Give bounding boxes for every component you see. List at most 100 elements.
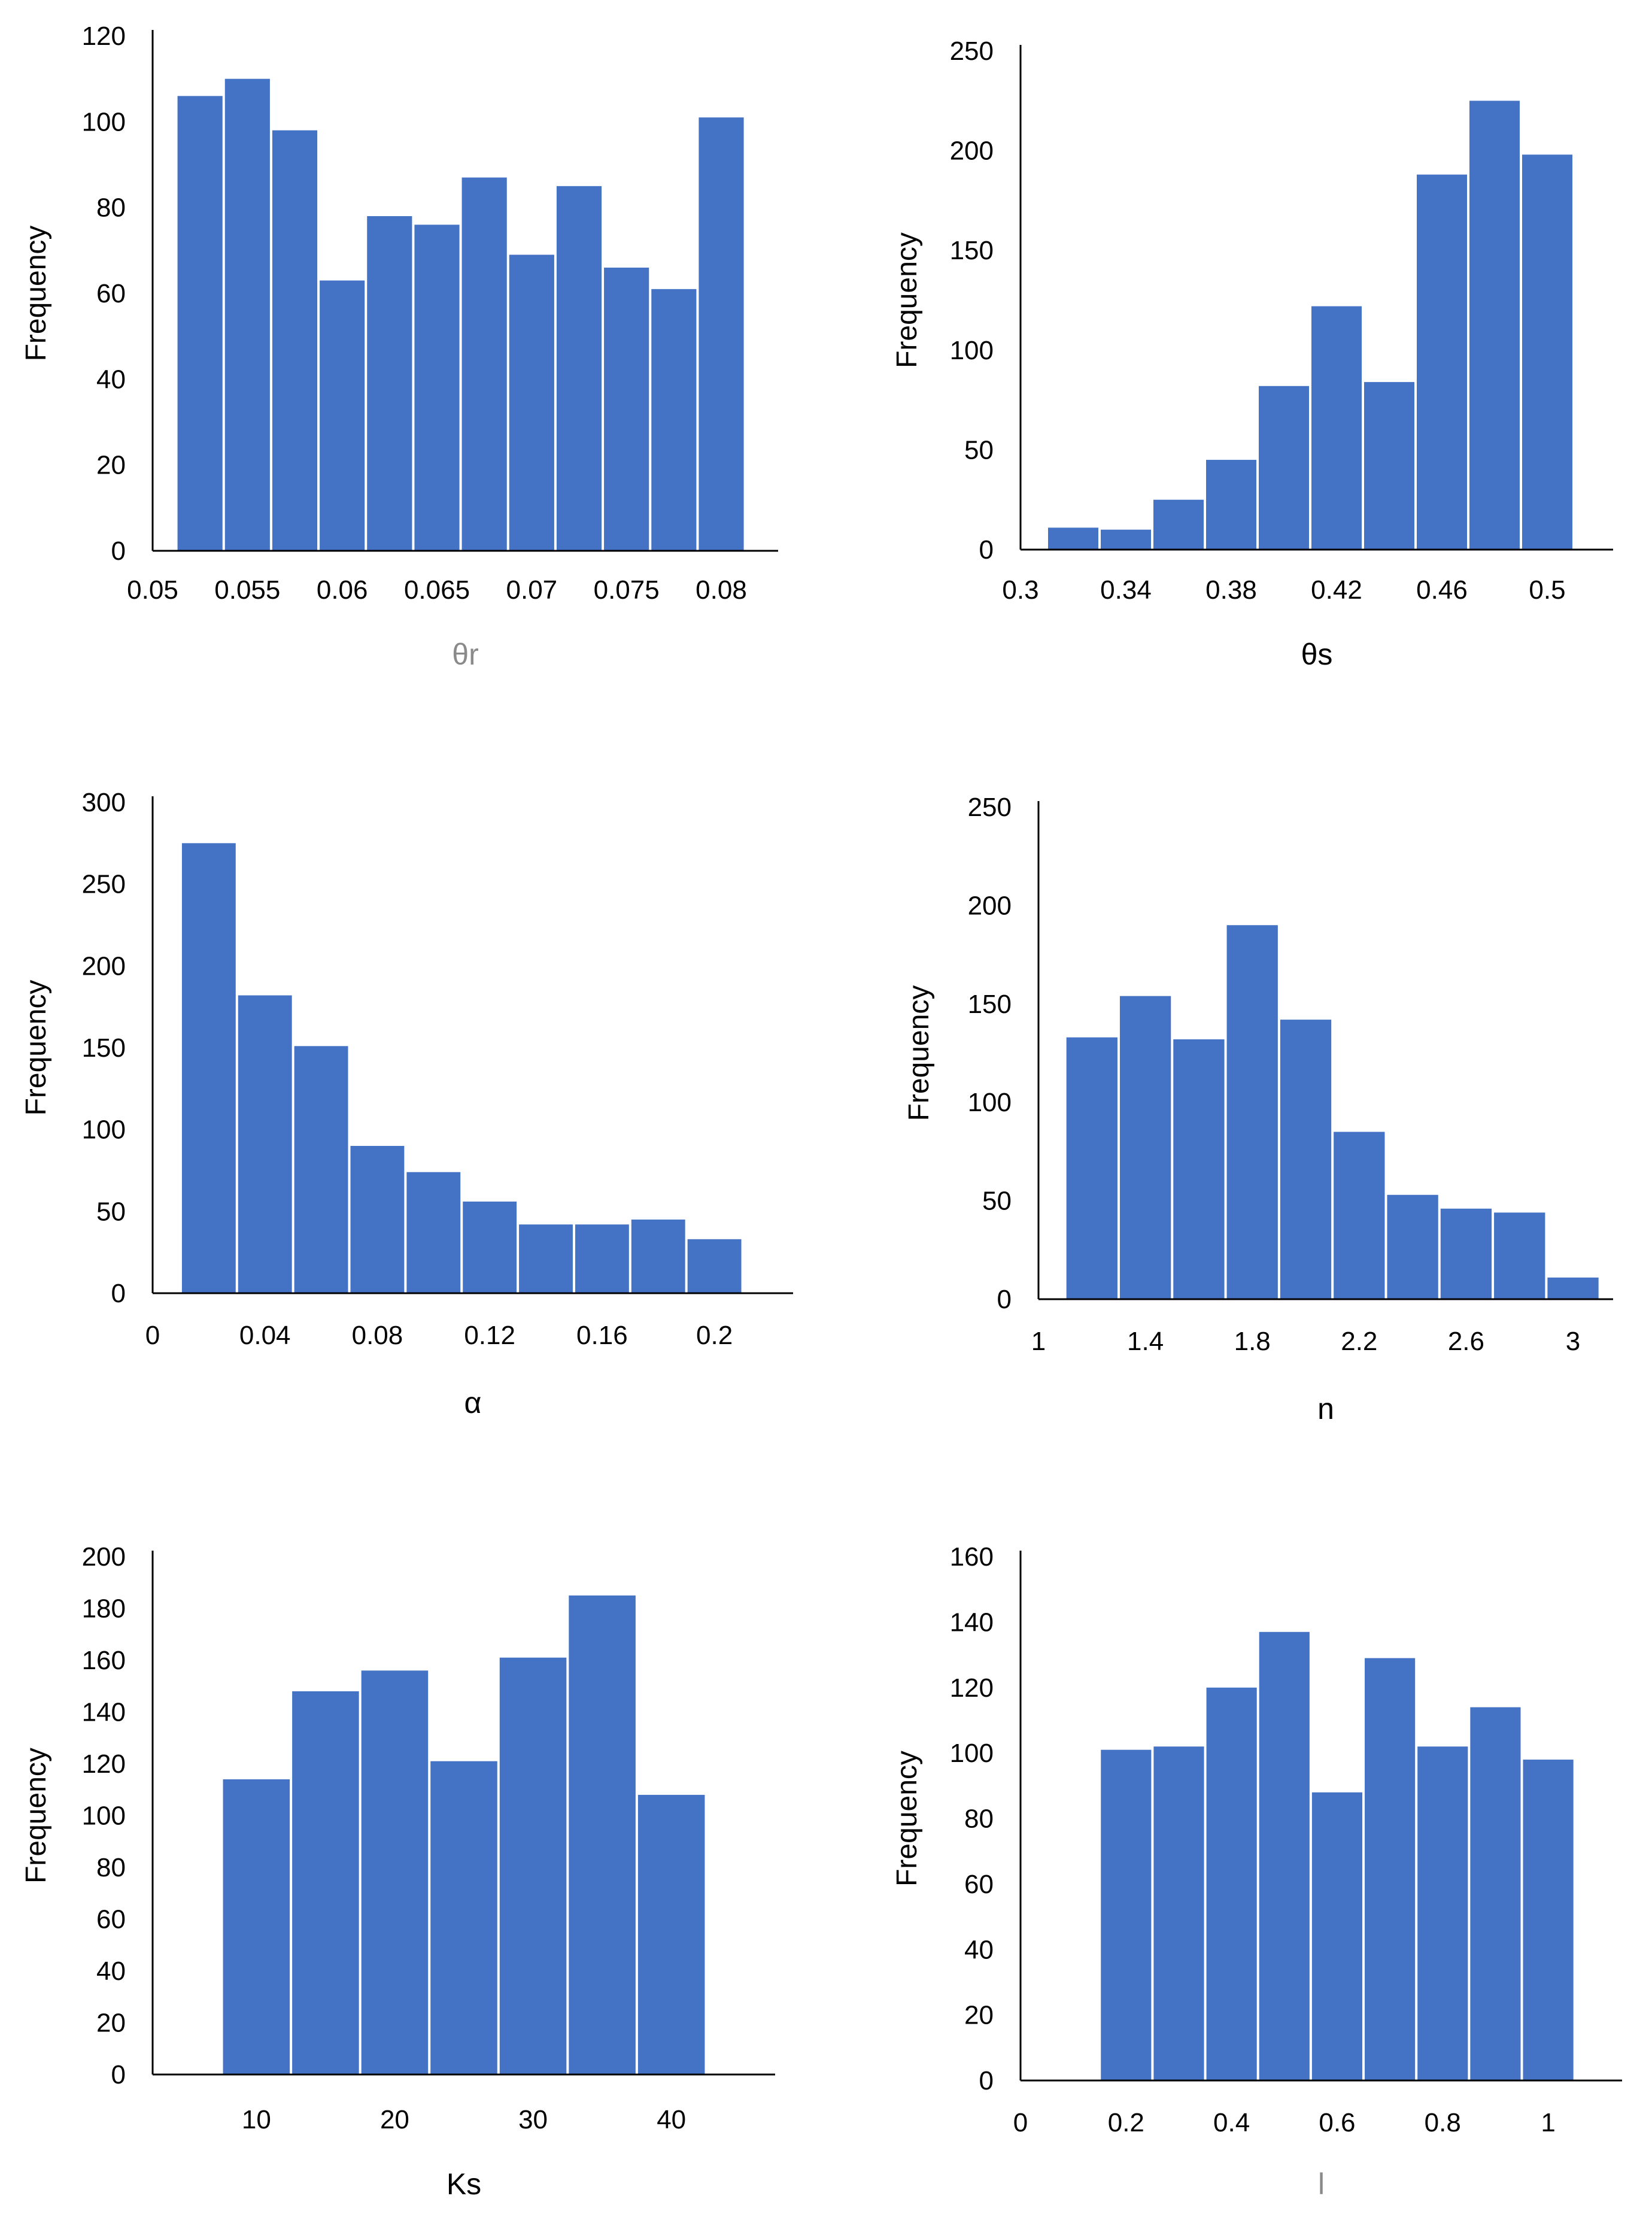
y-tick-label: 0 (997, 1285, 1012, 1314)
x-tick-label: 0 (145, 1321, 160, 1350)
histogram-bar (1470, 1707, 1521, 2080)
y-tick-label: 100 (82, 107, 126, 137)
x-tick-label: 0.3 (1002, 575, 1038, 605)
histogram-bar (1364, 382, 1414, 550)
histogram-bar (631, 1220, 685, 1293)
y-tick-label: 200 (82, 1542, 126, 1572)
x-tick-label: 1 (1541, 2108, 1555, 2137)
histogram-panel-5: 0 20 40 60 80 100 120 140 160 180 200 10 20 30 40 Ks Fre… (20, 1542, 775, 2201)
x-tick-label: 1 (1031, 1327, 1046, 1356)
x-tick-label: 1.4 (1127, 1327, 1164, 1356)
x-tick-label: 0 (1013, 2108, 1028, 2137)
y-axis-title: Frequency (20, 226, 52, 362)
histogram-bar (224, 78, 270, 551)
x-axis-title: θs (1301, 638, 1333, 671)
y-tick-label: 80 (964, 1804, 994, 1834)
histogram-bar (1153, 1746, 1204, 2080)
y-tick-label: 150 (82, 1033, 126, 1063)
x-tick-label: 10 (242, 2105, 271, 2134)
histogram-bar (181, 843, 236, 1293)
y-tick-label: 60 (964, 1870, 994, 1899)
y-tick-label: 160 (82, 1646, 126, 1675)
y-tick-label: 120 (82, 1749, 126, 1779)
y-tick-label: 100 (950, 1739, 994, 1768)
x-tick-label: 40 (657, 2105, 686, 2134)
histogram-bar (1101, 529, 1151, 550)
histogram-bar (367, 216, 412, 551)
histogram-bar (687, 1239, 742, 1293)
histogram-bar (361, 1670, 429, 2075)
x-tick-label: 0.8 (1425, 2108, 1461, 2137)
histogram-bar (1153, 499, 1204, 550)
y-tick-label: 160 (950, 1542, 994, 1572)
x-tick-label: 0.07 (506, 575, 558, 605)
x-axis-title: Ks (447, 2167, 481, 2201)
x-tick-label: 0.055 (214, 575, 280, 605)
x-tick-label: 1.8 (1234, 1327, 1271, 1356)
histogram-bar (1066, 1037, 1117, 1299)
histogram-bar (569, 1595, 636, 2075)
y-tick-label: 20 (96, 451, 126, 480)
histogram-bar (1259, 1631, 1310, 2080)
y-tick-label: 200 (950, 137, 994, 166)
histogram-bar (1387, 1194, 1438, 1299)
x-tick-label: 30 (518, 2105, 548, 2134)
y-tick-label: 60 (96, 279, 126, 308)
y-tick-label: 250 (950, 37, 994, 66)
x-tick-label: 0.5 (1529, 575, 1565, 605)
histogram-bar (406, 1172, 461, 1293)
histogram-panel-4: 0 50 100 150 200 250 1 1.4 1.8 2.2 2.6 3 n Frequency (903, 793, 1613, 1426)
histogram-bar (350, 1146, 405, 1293)
x-tick-label: 0.2 (1108, 2108, 1144, 2137)
histogram-bar (1048, 527, 1098, 550)
y-tick-label: 100 (82, 1801, 126, 1831)
histogram-bar (556, 186, 602, 551)
y-tick-label: 60 (96, 1905, 126, 1934)
histogram-bar (1522, 154, 1572, 550)
y-axis-title: Frequency (891, 1751, 923, 1887)
histogram-panel-2: 0 50 100 150 200 250 0.3 0.34 0.38 0.42 0.46 0.5 θs F… (891, 37, 1613, 671)
histogram-bar (1547, 1277, 1599, 1299)
x-axis-title: θr (452, 638, 478, 671)
x-tick-label: 0.04 (239, 1321, 291, 1350)
x-axis-title: α (464, 1386, 482, 1420)
histogram-bar (1119, 996, 1171, 1299)
y-tick-label: 150 (968, 990, 1012, 1019)
x-tick-label: 2.2 (1341, 1327, 1377, 1356)
histogram-bar (519, 1224, 573, 1293)
x-tick-label: 2.6 (1448, 1327, 1484, 1356)
histogram-bar (699, 117, 744, 551)
y-tick-label: 0 (111, 536, 126, 566)
x-axis-title: n (1317, 1392, 1334, 1426)
histogram-bar (1523, 1760, 1574, 2080)
x-tick-label: 0.16 (576, 1321, 628, 1350)
histogram-bar (1311, 306, 1362, 550)
y-axis-title: Frequency (903, 985, 935, 1121)
y-tick-label: 50 (982, 1187, 1012, 1216)
histogram-bar (1226, 925, 1278, 1299)
x-tick-label: 0.34 (1100, 575, 1152, 605)
y-tick-label: 100 (82, 1115, 126, 1145)
y-tick-label: 180 (82, 1594, 126, 1624)
histogram-bar (637, 1794, 705, 2075)
y-tick-label: 0 (111, 1279, 126, 1308)
x-tick-label: 3 (1566, 1327, 1580, 1356)
x-tick-label: 0.075 (594, 575, 660, 605)
x-tick-label: 0.2 (696, 1321, 733, 1350)
histogram-bar (177, 96, 223, 551)
x-tick-label: 20 (380, 2105, 409, 2134)
histogram-bar (272, 130, 318, 551)
histogram-bar (604, 268, 649, 551)
histogram-bar (320, 280, 365, 551)
histogram-panel-3: 0 50 100 150 200 250 300 0 0.04 0.08 0.12 0.16 0.2 α F… (20, 788, 793, 1420)
histogram-bar (651, 289, 697, 551)
y-axis-title: Frequency (20, 1748, 52, 1884)
y-axis-title: Frequency (20, 980, 52, 1116)
y-tick-label: 140 (82, 1698, 126, 1727)
y-tick-label: 40 (964, 1935, 994, 1964)
y-tick-label: 20 (96, 2009, 126, 2038)
y-tick-label: 80 (96, 193, 126, 223)
x-tick-label: 0.065 (404, 575, 470, 605)
y-tick-label: 100 (950, 336, 994, 365)
histogram-bar (292, 1691, 359, 2075)
